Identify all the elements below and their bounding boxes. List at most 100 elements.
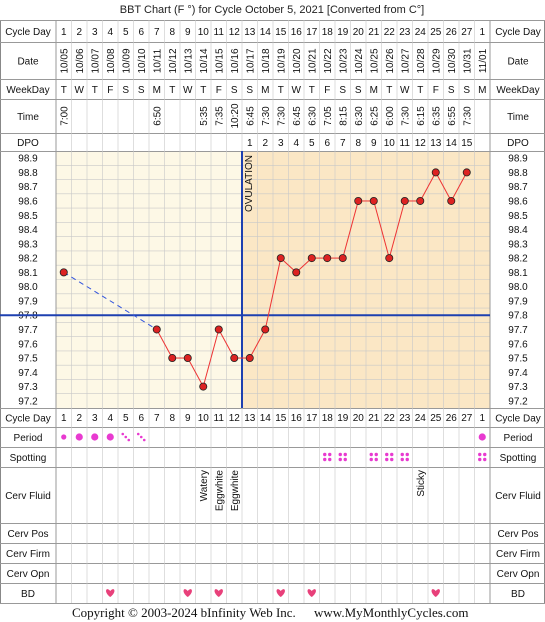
row-label-right-period: Period xyxy=(504,433,533,444)
date-label: 10/25 xyxy=(369,48,380,73)
cycle-day-label: 7 xyxy=(154,27,160,38)
dpo-label: 5 xyxy=(309,138,315,149)
cycle-day-label-bottom: 26 xyxy=(446,413,458,424)
dpo-label: 6 xyxy=(324,138,330,149)
temp-point xyxy=(307,254,316,263)
weekday-label: W xyxy=(400,85,410,96)
cycle-day-label: 6 xyxy=(138,27,144,38)
y-tick-label: 98.0 xyxy=(18,282,38,293)
cycle-day-label: 2 xyxy=(76,27,82,38)
temp-point xyxy=(400,196,409,205)
cycle-day-label-bottom: 20 xyxy=(353,413,365,424)
weekday-label: M xyxy=(478,85,486,96)
dpo-label: 13 xyxy=(430,138,442,149)
y-tick-label: 98.1 xyxy=(508,268,528,279)
row-label-right-cerv_firm: Cerv Firm xyxy=(496,549,540,560)
date-label: 10/30 xyxy=(447,48,458,73)
weekday-label: S xyxy=(138,85,145,96)
temp-point xyxy=(447,196,456,205)
period-dot xyxy=(91,433,99,441)
temp-line-segment xyxy=(187,357,204,387)
date-label: 10/11 xyxy=(152,48,163,73)
row-label-right-weekday: WeekDay xyxy=(496,85,539,96)
cycle-day-label: 21 xyxy=(368,27,380,38)
y-tick-label: 97.7 xyxy=(508,325,528,336)
period-dot xyxy=(61,434,67,440)
y-tick-label: 98.5 xyxy=(508,211,528,222)
temp-point xyxy=(292,268,301,277)
cycle-day-label: 4 xyxy=(107,27,113,38)
y-tick-label: 98.8 xyxy=(508,168,528,179)
cycle-day-label-bottom: 13 xyxy=(244,413,256,424)
cycle-day-label-bottom: 10 xyxy=(198,413,210,424)
temp-point xyxy=(431,168,440,177)
y-tick-label: 98.9 xyxy=(508,154,528,165)
temp-point xyxy=(323,254,332,263)
temp-point xyxy=(168,354,177,363)
bd-heart-icon xyxy=(183,589,192,597)
cycle-day-label-bottom: 18 xyxy=(322,413,334,424)
time-label: 5:35 xyxy=(199,106,210,126)
spotting-dot xyxy=(400,452,404,457)
dpo-label: 4 xyxy=(293,138,299,149)
dpo-label: 3 xyxy=(278,138,284,149)
date-label: 10/13 xyxy=(183,48,194,73)
temp-point xyxy=(230,354,239,363)
temp-point xyxy=(354,196,363,205)
period-light-dot xyxy=(142,438,146,442)
time-label: 6:30 xyxy=(354,106,365,126)
date-label: 10/10 xyxy=(137,48,148,73)
date-label: 10/19 xyxy=(276,48,287,73)
weekday-label: T xyxy=(61,85,67,96)
spotting-dot xyxy=(374,457,378,462)
period-light-dot xyxy=(136,432,140,436)
y-tick-label: 98.3 xyxy=(18,239,38,250)
copyright-text: Copyright © 2003-2024 bInfinity Web Inc. xyxy=(72,605,296,620)
row-label-right-cerv_pos: Cerv Pos xyxy=(497,529,538,540)
weekday-label: S xyxy=(463,85,470,96)
cycle-day-label: 13 xyxy=(244,27,256,38)
cycle-day-label: 9 xyxy=(185,27,191,38)
cerv-fluid-label: Eggwhite xyxy=(214,470,225,512)
date-label: 10/09 xyxy=(121,48,132,73)
weekday-label: T xyxy=(200,85,206,96)
temp-line-segment xyxy=(264,257,282,330)
time-label: 7:30 xyxy=(462,106,473,126)
weekday-label: S xyxy=(246,85,253,96)
site-link[interactable]: www.MyMonthlyCycles.com xyxy=(314,605,468,620)
chart-title: BBT Chart (F °) for Cycle October 5, 202… xyxy=(120,4,424,16)
time-label: 6:25 xyxy=(369,106,380,126)
time-label: 6:50 xyxy=(152,106,163,126)
cycle-day-label: 20 xyxy=(353,27,365,38)
weekday-label: T xyxy=(386,85,392,96)
date-label: 10/17 xyxy=(245,48,256,73)
row-label-right-bd: BD xyxy=(511,589,525,600)
cycle-day-label: 27 xyxy=(461,27,473,38)
temp-line-segment xyxy=(156,329,173,359)
temp-point xyxy=(183,354,192,363)
bd-heart-icon xyxy=(431,589,440,597)
cycle-day-label-bottom: 11 xyxy=(214,413,225,424)
y-tick-label: 97.2 xyxy=(18,396,38,407)
y-tick-label: 98.1 xyxy=(18,268,38,279)
spotting-dot xyxy=(478,457,482,462)
period-dot xyxy=(106,433,114,441)
time-label: 7:30 xyxy=(400,106,411,126)
dpo-label: 11 xyxy=(400,138,411,149)
cycle-day-label: 18 xyxy=(322,27,334,38)
cycle-day-label-bottom: 1 xyxy=(479,413,485,424)
cycle-day-label-bottom: 23 xyxy=(399,413,411,424)
y-tick-label: 97.3 xyxy=(18,382,38,393)
time-label: 6:00 xyxy=(385,106,396,126)
temp-line-segment xyxy=(249,329,266,359)
row-label-cycle_day: Cycle Day xyxy=(5,27,51,38)
spotting-dot xyxy=(483,452,487,457)
cycle-day-label: 17 xyxy=(306,27,318,38)
spotting-dot xyxy=(328,457,332,462)
dpo-label: 2 xyxy=(262,138,268,149)
spotting-dot xyxy=(369,457,373,462)
spotting-dot xyxy=(328,452,332,457)
y-tick-label: 98.6 xyxy=(508,196,528,207)
cycle-day-label: 1 xyxy=(61,27,67,38)
dpo-label: 15 xyxy=(461,138,473,149)
